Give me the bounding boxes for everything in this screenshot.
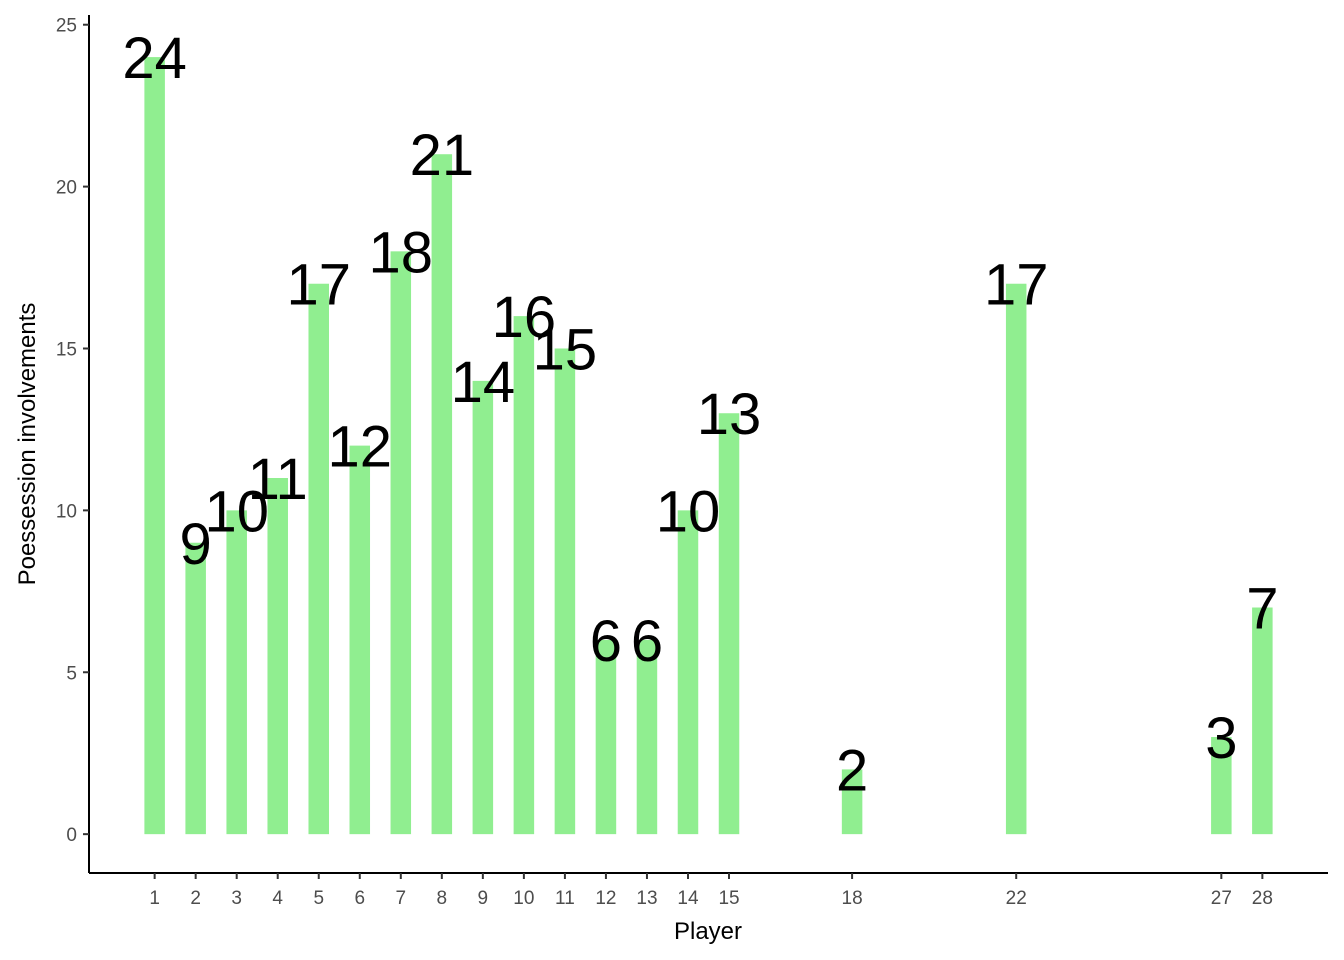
data-label-player-22: 17 xyxy=(984,253,1049,318)
bar-player-7 xyxy=(390,251,412,835)
data-label-player-2: 9 xyxy=(180,512,212,577)
bar-player-5 xyxy=(308,283,329,835)
y-tick-label: 10 xyxy=(56,501,77,522)
data-label-player-7: 18 xyxy=(369,220,434,285)
x-tick-label: 12 xyxy=(595,888,616,909)
x-tick-label: 15 xyxy=(718,888,739,909)
bar-player-4 xyxy=(267,478,288,835)
data-label-player-5: 17 xyxy=(286,253,351,318)
data-label-player-28: 7 xyxy=(1246,577,1278,642)
data-label-player-1: 24 xyxy=(122,26,187,91)
data-label-player-3: 10 xyxy=(204,479,269,544)
x-tick-label: 2 xyxy=(190,888,201,909)
y-tick-label: 5 xyxy=(66,663,77,684)
x-tick-label: 7 xyxy=(396,888,407,909)
x-axis-ticks: 1 2 3 4 5 6 7 8 9 10 11 12 13 14 15 18 22 27 28 xyxy=(149,873,1273,909)
bar-player-22 xyxy=(1005,283,1027,835)
bar-player-2 xyxy=(185,542,206,835)
bar-player-15 xyxy=(718,413,740,835)
data-label-player-15: 13 xyxy=(697,382,762,447)
data-label-player-8: 21 xyxy=(410,123,475,188)
x-axis-title: Player xyxy=(674,918,742,945)
y-axis-ticks: 0 5 10 15 20 25 xyxy=(56,16,89,846)
x-tick-label: 28 xyxy=(1252,888,1273,909)
x-tick-label: 1 xyxy=(149,888,160,909)
data-label-player-14: 10 xyxy=(656,479,721,544)
x-tick-label: 27 xyxy=(1211,888,1232,909)
bar-player-6 xyxy=(349,445,371,835)
x-tick-label: 13 xyxy=(636,888,657,909)
bar-player-10 xyxy=(513,316,535,835)
x-tick-label: 22 xyxy=(1006,888,1027,909)
bar-player-8 xyxy=(431,154,453,835)
data-label-player-9: 14 xyxy=(451,350,516,415)
bar-player-14 xyxy=(677,510,699,835)
data-label-player-27: 3 xyxy=(1205,706,1237,771)
bar-player-13 xyxy=(636,639,658,835)
x-tick-label: 11 xyxy=(555,888,575,909)
x-tick-label: 9 xyxy=(478,888,489,909)
bars-group xyxy=(144,57,1273,835)
x-tick-label: 5 xyxy=(313,888,324,909)
bar-player-9 xyxy=(472,380,494,835)
data-label-player-13: 6 xyxy=(631,609,663,674)
x-tick-label: 14 xyxy=(677,888,699,909)
data-label-player-6: 12 xyxy=(328,415,393,480)
x-tick-label: 4 xyxy=(272,888,283,909)
bar-player-28 xyxy=(1252,607,1273,835)
bar-player-18 xyxy=(841,769,863,835)
x-tick-label: 18 xyxy=(842,888,863,909)
y-tick-label: 15 xyxy=(56,339,77,360)
bar-player-3 xyxy=(226,510,247,835)
x-tick-label: 6 xyxy=(354,888,365,909)
data-label-player-12: 6 xyxy=(590,609,622,674)
y-tick-label: 0 xyxy=(66,825,77,846)
x-tick-label: 10 xyxy=(513,888,534,909)
y-tick-label: 25 xyxy=(56,16,77,37)
x-tick-label: 8 xyxy=(437,888,448,909)
bar-player-11 xyxy=(554,348,576,835)
bar-player-1 xyxy=(144,57,165,835)
y-tick-label: 20 xyxy=(56,178,77,199)
bar-player-12 xyxy=(595,639,617,835)
x-tick-label: 3 xyxy=(231,888,242,909)
data-label-player-11: 15 xyxy=(533,317,598,382)
bar-player-27 xyxy=(1211,737,1232,835)
data-label-player-18: 2 xyxy=(836,738,868,803)
data-label-player-10: 16 xyxy=(492,285,557,350)
y-axis-title: Poessession involvements xyxy=(14,303,41,586)
data-label-player-4: 11 xyxy=(248,447,308,512)
